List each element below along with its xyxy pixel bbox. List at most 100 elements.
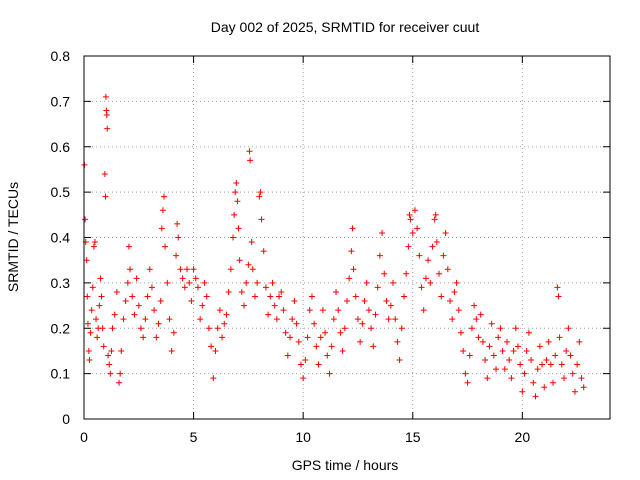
data-point — [348, 248, 355, 255]
data-point — [249, 266, 256, 273]
data-point — [144, 293, 151, 300]
data-point — [387, 302, 394, 309]
data-point — [86, 357, 93, 364]
data-point — [173, 252, 180, 259]
data-point — [554, 284, 561, 291]
data-point — [432, 211, 439, 218]
data-point — [556, 334, 563, 341]
data-point — [326, 370, 333, 377]
data-point — [486, 343, 493, 350]
data-point — [260, 248, 267, 255]
data-point — [495, 334, 502, 341]
data-point — [118, 347, 125, 354]
data-point — [181, 284, 188, 291]
data-point — [212, 347, 219, 354]
data-point — [311, 320, 318, 327]
data-point — [473, 316, 480, 323]
y-tick-label: 0.3 — [51, 275, 71, 291]
x-tick-label: 15 — [405, 429, 421, 445]
data-point — [418, 284, 425, 291]
data-point — [451, 288, 458, 295]
data-point — [221, 320, 228, 327]
data-point — [517, 361, 524, 368]
y-tick-label: 0.2 — [51, 320, 71, 336]
data-point — [170, 329, 177, 336]
data-point — [102, 193, 109, 200]
data-point — [427, 279, 434, 286]
data-point — [109, 325, 116, 332]
data-point — [560, 375, 567, 382]
data-point — [405, 243, 412, 250]
data-point — [291, 298, 298, 305]
data-point — [153, 334, 160, 341]
data-point — [148, 284, 155, 291]
data-point — [289, 316, 296, 323]
data-point — [232, 189, 239, 196]
data-point — [543, 357, 550, 364]
y-tick-label: 0.8 — [51, 48, 71, 64]
data-point — [105, 352, 112, 359]
data-point — [83, 257, 90, 264]
x-axis-label: GPS time / hours — [292, 457, 399, 473]
data-point — [453, 279, 460, 286]
data-point — [94, 334, 101, 341]
data-point — [464, 379, 471, 386]
data-point — [394, 338, 401, 345]
data-point — [383, 298, 390, 305]
data-point — [482, 357, 489, 364]
data-point — [235, 225, 242, 232]
data-point — [339, 347, 346, 354]
x-tick-label: 5 — [190, 429, 198, 445]
data-point — [433, 239, 440, 246]
data-point — [398, 325, 405, 332]
y-tick-label: 0 — [62, 411, 70, 427]
data-point — [317, 334, 324, 341]
data-point — [84, 293, 91, 300]
data-point — [385, 316, 392, 323]
data-point — [359, 320, 366, 327]
data-point — [247, 157, 254, 164]
data-point — [216, 307, 223, 314]
data-point — [396, 357, 403, 364]
data-point — [349, 225, 356, 232]
data-point — [488, 320, 495, 327]
data-point — [85, 347, 92, 354]
data-point — [265, 311, 272, 318]
data-point — [532, 393, 539, 400]
data-point — [406, 211, 413, 218]
data-point — [372, 311, 379, 318]
data-point — [254, 279, 261, 286]
data-point — [188, 298, 195, 305]
data-point — [89, 284, 96, 291]
data-point — [111, 311, 118, 318]
data-point — [411, 207, 418, 214]
data-point — [175, 234, 182, 241]
data-point — [407, 216, 414, 223]
data-point — [440, 252, 447, 259]
y-tick-label: 0.5 — [51, 184, 71, 200]
data-point — [199, 302, 206, 309]
data-point — [278, 288, 285, 295]
data-point — [168, 347, 175, 354]
data-point — [552, 352, 559, 359]
data-point — [374, 284, 381, 291]
data-point — [108, 347, 115, 354]
data-point — [322, 329, 329, 336]
data-point — [545, 338, 552, 345]
data-point — [576, 338, 583, 345]
data-point — [324, 352, 331, 359]
data-point — [569, 370, 576, 377]
data-point — [381, 270, 388, 277]
data-point — [135, 302, 142, 309]
data-point — [400, 293, 407, 300]
data-point — [157, 298, 164, 305]
data-point — [166, 316, 173, 323]
data-point — [471, 302, 478, 309]
data-point — [438, 293, 445, 300]
data-point — [120, 316, 127, 323]
data-point — [333, 288, 340, 295]
data-point — [133, 275, 140, 282]
data-point — [350, 266, 357, 273]
data-point — [409, 229, 416, 236]
